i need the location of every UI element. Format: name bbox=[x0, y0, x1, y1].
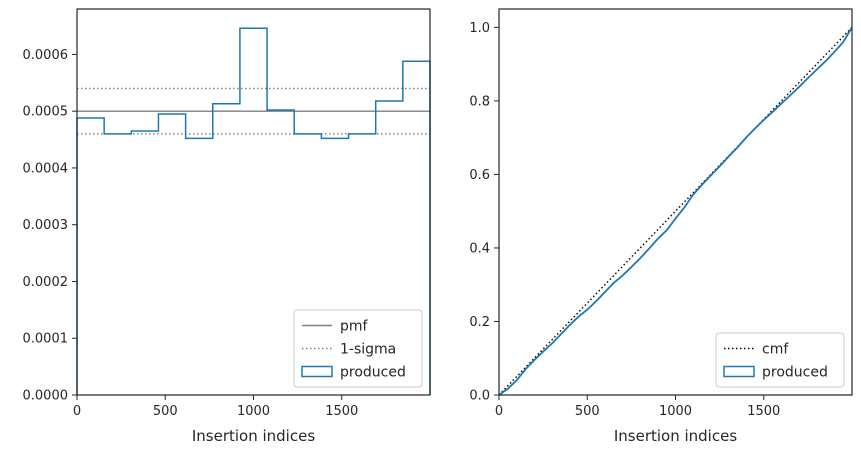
right-chart-cmf-line: 0 500 1000 1500 0.0 0.2 0.4 0.6 0.8 1.0 Insertion … bbox=[469, 8, 853, 445]
y-tick-label: 1.0 bbox=[469, 21, 490, 36]
legend-box bbox=[715, 332, 845, 388]
plot-frame bbox=[498, 8, 853, 396]
legend-label-cmf: cmf bbox=[762, 342, 789, 358]
plot-frame bbox=[76, 8, 431, 396]
y-tick-label: 0.0 bbox=[469, 389, 490, 404]
y-tick-label: 0.0001 bbox=[23, 332, 69, 347]
legend-label-pmf: pmf bbox=[340, 319, 369, 335]
cmf-line bbox=[498, 26, 853, 396]
legend-swatch-produced bbox=[723, 365, 755, 378]
y-tick-label: 0.0006 bbox=[23, 48, 69, 63]
y-tick-label: 0.0000 bbox=[23, 389, 69, 404]
y-tick-label: 0.0005 bbox=[23, 105, 69, 120]
x-tick-label: 500 bbox=[153, 404, 178, 419]
y-tick-label: 0.0002 bbox=[23, 275, 69, 290]
produced-cdf-line bbox=[498, 26, 853, 396]
y-tick-label: 0.0004 bbox=[23, 161, 69, 176]
x-tick-label: 1000 bbox=[237, 404, 270, 419]
y-tick-label: 0.2 bbox=[469, 315, 490, 330]
legend-swatch-produced bbox=[301, 365, 333, 378]
y-tick-label: 0.8 bbox=[469, 94, 490, 109]
x-tick-label: 1500 bbox=[325, 404, 358, 419]
y-tick-label: 0.4 bbox=[469, 241, 490, 256]
legend: cmf produced bbox=[715, 332, 845, 388]
legend-box bbox=[293, 309, 423, 388]
legend: pmf 1-sigma produced bbox=[293, 309, 423, 388]
legend-label-1-sigma: 1-sigma bbox=[340, 342, 396, 358]
y-tick-label: 0.0003 bbox=[23, 218, 69, 233]
legend-label-produced: produced bbox=[340, 365, 406, 381]
produced-histogram bbox=[76, 27, 431, 395]
x-tick-label: 0 bbox=[495, 404, 503, 419]
x-tick-label: 500 bbox=[575, 404, 600, 419]
x-tick-label: 1500 bbox=[747, 404, 780, 419]
x-tick-label: 0 bbox=[73, 404, 81, 419]
x-axis-label: Insertion indices bbox=[614, 427, 737, 445]
left-chart-pmf-histogram: 0 500 1000 1500 0.0000 0.0001 0.0002 0.0003 0.00… bbox=[23, 8, 431, 445]
y-tick-label: 0.6 bbox=[469, 168, 490, 183]
x-axis-label: Insertion indices bbox=[192, 427, 315, 445]
legend-label-produced: produced bbox=[762, 365, 828, 381]
x-tick-label: 1000 bbox=[659, 404, 692, 419]
